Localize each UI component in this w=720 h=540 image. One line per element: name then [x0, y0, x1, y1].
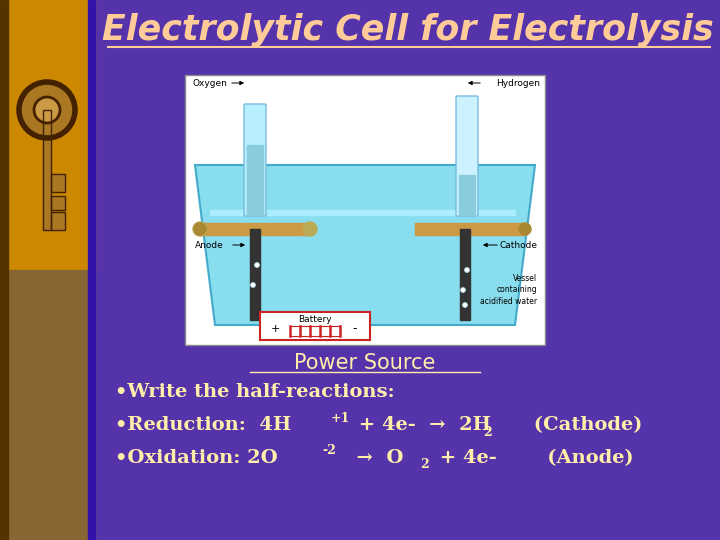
Text: Battery: Battery: [298, 315, 332, 325]
Bar: [460, 229, 470, 320]
Text: •Write the half-reactions:: •Write the half-reactions:: [115, 383, 395, 401]
Text: •Reduction:  4H: •Reduction: 4H: [115, 416, 292, 434]
Text: Oxygen: Oxygen: [192, 78, 227, 87]
Bar: [0, 0, 8, 540]
Text: -: -: [353, 322, 357, 335]
Bar: [250, 229, 260, 320]
FancyBboxPatch shape: [456, 96, 478, 216]
Bar: [43, 110, 51, 230]
Text: + 4e-: + 4e-: [433, 449, 497, 467]
Text: + 4e-  →  2H: + 4e- → 2H: [352, 416, 491, 434]
Bar: [415, 223, 525, 235]
Bar: [185, 75, 545, 345]
Text: Vessel
containing
acidified water: Vessel containing acidified water: [480, 274, 537, 306]
Bar: [51, 174, 65, 192]
Text: Anode: Anode: [195, 240, 224, 249]
Circle shape: [254, 262, 259, 267]
Text: →  O: → O: [343, 449, 403, 467]
Text: +: +: [270, 324, 279, 334]
Bar: [247, 145, 263, 215]
Bar: [51, 212, 65, 230]
Circle shape: [461, 287, 466, 293]
Circle shape: [251, 282, 256, 287]
Circle shape: [464, 267, 469, 273]
Bar: [51, 196, 65, 210]
Bar: [0, 0, 95, 270]
Bar: [260, 312, 370, 340]
FancyBboxPatch shape: [244, 104, 266, 216]
Circle shape: [193, 222, 207, 236]
Text: 2: 2: [420, 458, 428, 471]
Circle shape: [19, 82, 75, 138]
Bar: [51, 196, 65, 210]
Bar: [200, 223, 310, 235]
Text: Cathode: Cathode: [499, 240, 537, 249]
Circle shape: [519, 223, 531, 235]
Bar: [0, 270, 95, 540]
Circle shape: [303, 222, 317, 236]
Polygon shape: [195, 165, 535, 325]
Text: -2: -2: [322, 444, 336, 457]
Bar: [51, 174, 65, 192]
Circle shape: [34, 97, 60, 123]
Text: 2: 2: [483, 426, 492, 438]
Text: +1: +1: [331, 411, 351, 424]
Text: Power Source: Power Source: [294, 353, 436, 373]
Text: Hydrogen: Hydrogen: [496, 78, 540, 87]
Bar: [51, 212, 65, 230]
Text: •Oxidation: 2O: •Oxidation: 2O: [115, 449, 278, 467]
Bar: [459, 175, 475, 215]
Circle shape: [462, 302, 467, 307]
Bar: [43, 110, 51, 230]
Bar: [210, 210, 515, 215]
Text: (Cathode): (Cathode): [500, 416, 642, 434]
Text: (Anode): (Anode): [500, 449, 634, 467]
Text: Electrolytic Cell for Electrolysis: Electrolytic Cell for Electrolysis: [102, 13, 714, 47]
Bar: [88, 0, 95, 540]
Circle shape: [194, 223, 206, 235]
